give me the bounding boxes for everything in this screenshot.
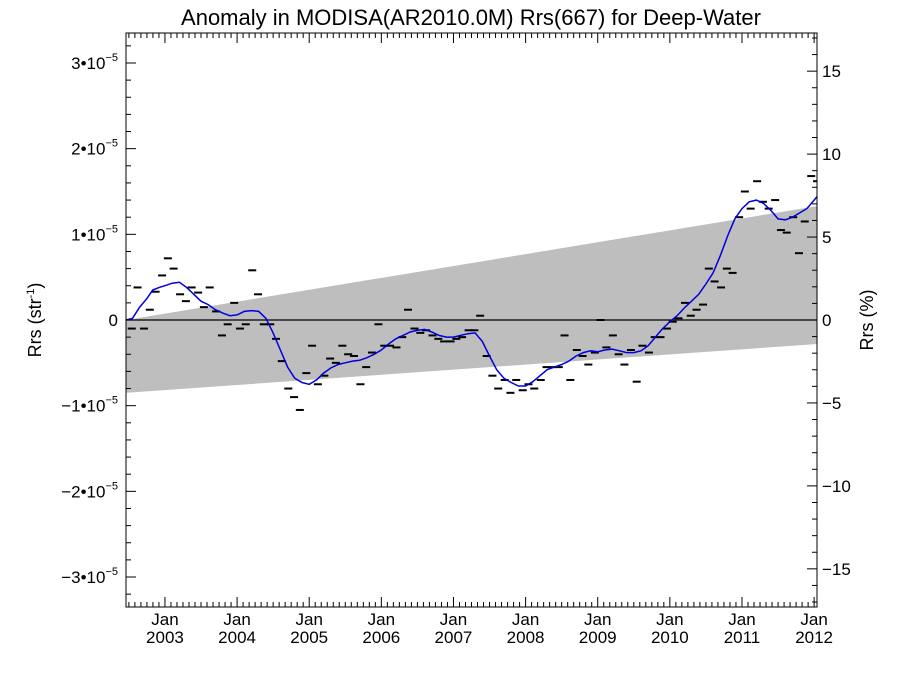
y-left-tick-label-2: 1•10−5 [71, 223, 118, 244]
y-right-tick-label-4: −5 [822, 394, 841, 413]
y-axis-title-left-close: ) [25, 283, 45, 289]
y-left-tick-exponent-4: −5 [105, 395, 118, 407]
x-tick-month-3: Jan [368, 610, 395, 629]
chart-title: Anomaly in MODISA(AR2010.0M) Rrs(667) fo… [181, 5, 761, 30]
x-tick-year-5: 2008 [507, 628, 545, 647]
marker-layer [127, 175, 817, 411]
y-left-tick-mantissa-4: −1•10 [61, 397, 105, 416]
y-left-tick-mantissa-1: 2•10 [71, 140, 105, 159]
line-layer [126, 195, 817, 387]
y-left-tick-mantissa-2: 1•10 [71, 225, 105, 244]
y-left-tick-exponent-1: −5 [105, 138, 118, 150]
x-tick-year-1: 2004 [218, 628, 256, 647]
y-right-tick-label-1: 10 [822, 145, 841, 164]
x-tick-month-6: Jan [584, 610, 611, 629]
x-tick-year-9: 2012 [795, 628, 833, 647]
x-tick-month-1: Jan [223, 610, 250, 629]
y-left-tick-label-5: −2•10−5 [61, 480, 118, 501]
y-right-tick-label-0: 15 [822, 62, 841, 81]
y-axis-title-left-sup: -1 [25, 289, 37, 299]
x-tick-month-2: Jan [295, 610, 322, 629]
y-right-tick-label-3: 0 [822, 311, 831, 330]
axis-layer: 3•10−52•10−51•10−50−1•10−5−2•10−5−3•10−5… [61, 33, 851, 647]
x-tick-month-5: Jan [512, 610, 539, 629]
y-right-tick-label-5: −10 [822, 477, 851, 496]
x-tick-month-0: Jan [151, 610, 178, 629]
y-left-tick-label-0: 3•10−5 [71, 52, 118, 73]
y-left-tick-exponent-0: −5 [105, 52, 118, 64]
y-left-tick-mantissa-3: 0 [109, 311, 118, 330]
y-left-tick-exponent-5: −5 [105, 480, 118, 492]
y-axis-title-left-base: Rrs (str [25, 298, 45, 357]
smoothed-series-line [126, 195, 817, 387]
y-left-tick-label-6: −3•10−5 [61, 566, 118, 587]
band-layer [126, 206, 817, 393]
x-tick-year-2: 2005 [290, 628, 328, 647]
y-left-tick-exponent-2: −5 [105, 223, 118, 235]
x-tick-year-7: 2010 [651, 628, 689, 647]
uncertainty-band [126, 206, 817, 393]
y-right-tick-label-6: −15 [822, 560, 851, 579]
y-left-tick-mantissa-6: −3•10 [61, 568, 105, 587]
y-right-tick-label-2: 5 [822, 228, 831, 247]
y-axis-title-right: Rrs (%) [857, 290, 877, 351]
y-left-tick-label-1: 2•10−5 [71, 138, 118, 159]
y-left-tick-label-3: 0 [109, 311, 118, 330]
x-tick-year-8: 2011 [724, 628, 761, 647]
y-left-tick-mantissa-5: −2•10 [61, 482, 105, 501]
y-axis-title-left: Rrs (str-1) [25, 283, 45, 358]
x-tick-year-0: 2003 [146, 628, 184, 647]
x-tick-year-4: 2007 [435, 628, 473, 647]
x-tick-month-8: Jan [728, 610, 755, 629]
x-tick-year-6: 2009 [579, 628, 617, 647]
y-left-tick-mantissa-0: 3•10 [71, 54, 105, 73]
y-left-tick-exponent-6: −5 [105, 566, 118, 578]
x-tick-year-3: 2006 [362, 628, 400, 647]
y-left-tick-label-4: −1•10−5 [61, 395, 118, 416]
x-tick-month-9: Jan [800, 610, 827, 629]
x-tick-month-7: Jan [656, 610, 683, 629]
x-tick-month-4: Jan [440, 610, 467, 629]
